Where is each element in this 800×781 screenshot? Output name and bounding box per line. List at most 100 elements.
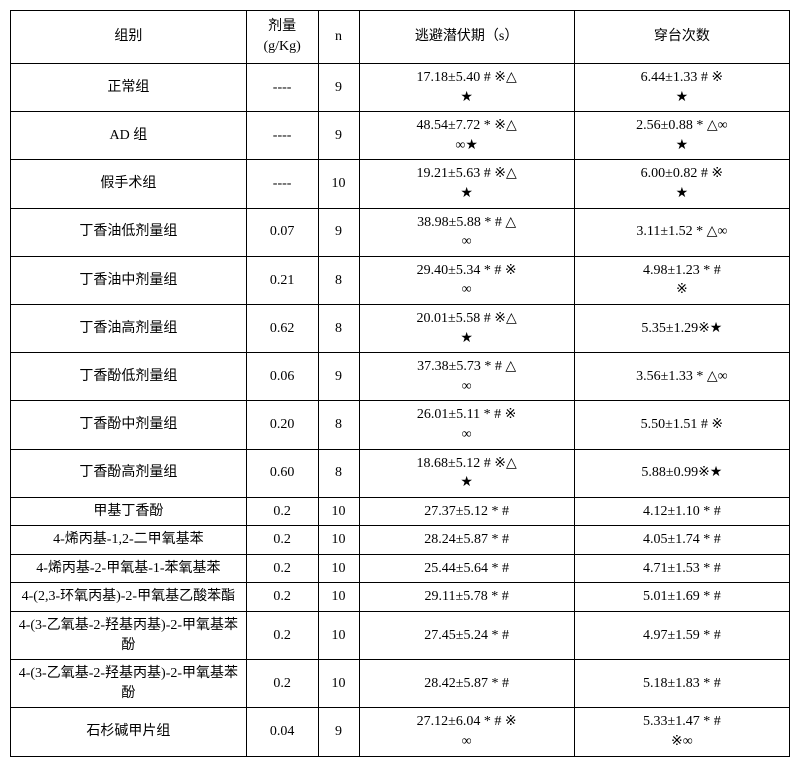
table-row: 4-烯丙基-1,2-二甲氧基苯0.21028.24±5.87 * #4.05±1… [11,526,790,555]
cell-dose: 0.62 [246,304,318,352]
cell-n: 8 [318,401,359,449]
cell-dose: 0.2 [246,554,318,583]
header-crossings: 穿台次数 [574,11,789,64]
cell-latency: 26.01±5.11 * # ※∞ [359,401,574,449]
cell-n: 9 [318,708,359,756]
table-row: 丁香酚低剂量组0.06937.38±5.73 * # △∞3.56±1.33 *… [11,353,790,401]
cell-latency: 19.21±5.63 # ※△★ [359,160,574,208]
table-row: 假手术组----1019.21±5.63 # ※△★6.00±0.82 # ※★ [11,160,790,208]
table-row: AD 组----948.54±7.72 * ※△∞★2.56±0.88 * △∞… [11,112,790,160]
cell-group: 4-烯丙基-2-甲氧基-1-苯氧基苯 [11,554,247,583]
cell-latency: 48.54±7.72 * ※△∞★ [359,112,574,160]
cell-crossings: 6.00±0.82 # ※★ [574,160,789,208]
table-row: 4-(3-乙氧基-2-羟基丙基)-2-甲氧基苯酚0.21027.45±5.24 … [11,612,790,660]
cell-crossings: 4.71±1.53 * # [574,554,789,583]
cell-n: 10 [318,583,359,612]
cell-dose: 0.06 [246,353,318,401]
cell-group: 丁香油高剂量组 [11,304,247,352]
cell-crossings: 5.33±1.47 * #※∞ [574,708,789,756]
cell-group: 4-烯丙基-1,2-二甲氧基苯 [11,526,247,555]
cell-latency: 27.12±6.04 * # ※∞ [359,708,574,756]
cell-latency: 28.42±5.87 * # [359,660,574,708]
cell-group: 假手术组 [11,160,247,208]
header-latency: 逃避潜伏期（s） [359,11,574,64]
cell-group: 丁香油中剂量组 [11,256,247,304]
cell-latency: 18.68±5.12 # ※△★ [359,449,574,497]
cell-crossings: 4.97±1.59 * # [574,612,789,660]
cell-crossings: 3.56±1.33 * △∞ [574,353,789,401]
table-row: 甲基丁香酚0.21027.37±5.12 * #4.12±1.10 * # [11,497,790,526]
cell-dose: 0.2 [246,583,318,612]
cell-n: 9 [318,353,359,401]
cell-n: 9 [318,208,359,256]
cell-group: 4-(3-乙氧基-2-羟基丙基)-2-甲氧基苯酚 [11,612,247,660]
cell-latency: 20.01±5.58 # ※△★ [359,304,574,352]
cell-n: 10 [318,660,359,708]
cell-dose: ---- [246,64,318,112]
header-n: n [318,11,359,64]
cell-crossings: 5.35±1.29※★ [574,304,789,352]
cell-group: 丁香酚中剂量组 [11,401,247,449]
cell-crossings: 4.12±1.10 * # [574,497,789,526]
cell-n: 8 [318,449,359,497]
table-row: 4-(2,3-环氧丙基)-2-甲氧基乙酸苯酯0.21029.11±5.78 * … [11,583,790,612]
cell-dose: 0.20 [246,401,318,449]
cell-group: 正常组 [11,64,247,112]
cell-crossings: 5.01±1.69 * # [574,583,789,612]
cell-crossings: 3.11±1.52 * △∞ [574,208,789,256]
table-row: 丁香油低剂量组0.07938.98±5.88 * # △∞3.11±1.52 *… [11,208,790,256]
cell-dose: 0.21 [246,256,318,304]
cell-group: 丁香酚高剂量组 [11,449,247,497]
cell-n: 10 [318,497,359,526]
table-row: 4-烯丙基-2-甲氧基-1-苯氧基苯0.21025.44±5.64 * #4.7… [11,554,790,583]
cell-n: 9 [318,112,359,160]
cell-latency: 27.37±5.12 * # [359,497,574,526]
cell-latency: 29.40±5.34 * # ※∞ [359,256,574,304]
cell-group: 石杉碱甲片组 [11,708,247,756]
cell-crossings: 2.56±0.88 * △∞★ [574,112,789,160]
header-dose: 剂量(g/Kg) [246,11,318,64]
cell-dose: 0.2 [246,612,318,660]
cell-latency: 29.11±5.78 * # [359,583,574,612]
table-row: 丁香酚中剂量组0.20826.01±5.11 * # ※∞5.50±1.51 #… [11,401,790,449]
cell-group: 丁香油低剂量组 [11,208,247,256]
cell-crossings: 5.50±1.51 # ※ [574,401,789,449]
cell-dose: 0.04 [246,708,318,756]
cell-crossings: 5.88±0.99※★ [574,449,789,497]
cell-crossings: 6.44±1.33 # ※★ [574,64,789,112]
cell-dose: 0.2 [246,660,318,708]
cell-n: 10 [318,526,359,555]
cell-n: 10 [318,612,359,660]
table-row: 丁香酚高剂量组0.60818.68±5.12 # ※△★5.88±0.99※★ [11,449,790,497]
cell-latency: 28.24±5.87 * # [359,526,574,555]
cell-latency: 17.18±5.40 # ※△★ [359,64,574,112]
cell-dose: ---- [246,160,318,208]
cell-group: AD 组 [11,112,247,160]
cell-n: 9 [318,64,359,112]
header-group: 组别 [11,11,247,64]
cell-latency: 37.38±5.73 * # △∞ [359,353,574,401]
cell-latency: 25.44±5.64 * # [359,554,574,583]
cell-group: 4-(3-乙氧基-2-羟基丙基)-2-甲氧基苯酚 [11,660,247,708]
table-header-row: 组别 剂量(g/Kg) n 逃避潜伏期（s） 穿台次数 [11,11,790,64]
cell-crossings: 4.98±1.23 * #※ [574,256,789,304]
cell-crossings: 4.05±1.74 * # [574,526,789,555]
table-row: 丁香油高剂量组0.62820.01±5.58 # ※△★5.35±1.29※★ [11,304,790,352]
cell-crossings: 5.18±1.83 * # [574,660,789,708]
table-body: 正常组----917.18±5.40 # ※△★6.44±1.33 # ※★AD… [11,64,790,757]
table-row: 正常组----917.18±5.40 # ※△★6.44±1.33 # ※★ [11,64,790,112]
cell-group: 4-(2,3-环氧丙基)-2-甲氧基乙酸苯酯 [11,583,247,612]
cell-dose: 0.2 [246,526,318,555]
cell-group: 甲基丁香酚 [11,497,247,526]
cell-n: 8 [318,256,359,304]
cell-dose: 0.07 [246,208,318,256]
cell-n: 10 [318,554,359,583]
table-header: 组别 剂量(g/Kg) n 逃避潜伏期（s） 穿台次数 [11,11,790,64]
table-row: 4-(3-乙氧基-2-羟基丙基)-2-甲氧基苯酚0.21028.42±5.87 … [11,660,790,708]
cell-dose: ---- [246,112,318,160]
cell-n: 8 [318,304,359,352]
cell-group: 丁香酚低剂量组 [11,353,247,401]
cell-n: 10 [318,160,359,208]
cell-latency: 38.98±5.88 * # △∞ [359,208,574,256]
data-table: 组别 剂量(g/Kg) n 逃避潜伏期（s） 穿台次数 正常组----917.1… [10,10,790,757]
